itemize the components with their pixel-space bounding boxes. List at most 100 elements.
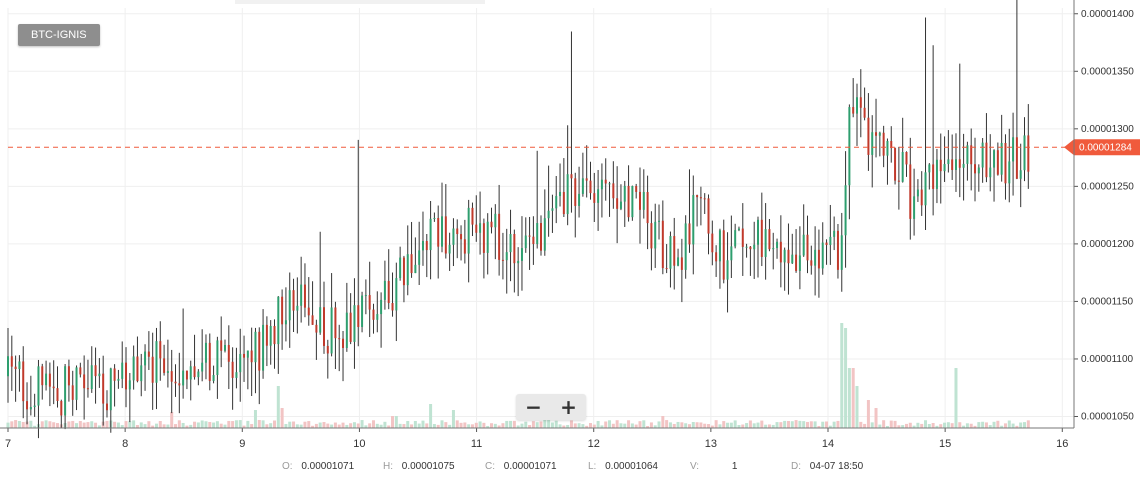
candle-body <box>726 260 729 280</box>
candle-body <box>433 218 436 220</box>
candle-body <box>875 132 878 136</box>
volume-bar <box>322 422 326 428</box>
candle-body <box>349 312 352 342</box>
volume-bar <box>284 424 288 428</box>
candle-body <box>547 210 550 219</box>
volume-bar <box>478 421 482 428</box>
time-tick-label: 8 <box>122 438 128 450</box>
candle-body <box>406 254 409 286</box>
candle-body <box>117 378 120 381</box>
candle-body <box>109 368 112 411</box>
volume-bar <box>238 420 242 428</box>
candle-body <box>319 307 322 333</box>
zoom-in-button[interactable]: + <box>555 395 583 419</box>
price-tick-label: 0.00001200 <box>1081 239 1134 250</box>
volume-bar <box>924 420 928 428</box>
volume-bar <box>349 423 353 428</box>
candle-body <box>284 320 287 325</box>
candle-body <box>783 249 786 263</box>
candle-body <box>680 257 683 270</box>
candle-body <box>189 366 192 380</box>
volume-bar <box>794 420 798 428</box>
candle-body <box>524 235 527 249</box>
volume-bar <box>684 423 688 428</box>
candle-body <box>418 250 421 265</box>
volume-bar <box>371 420 375 428</box>
candle-body <box>132 356 135 381</box>
time-tick-label: 12 <box>588 438 600 450</box>
candle-body <box>330 307 333 354</box>
volume-bar <box>493 423 497 428</box>
candle-body <box>757 219 760 245</box>
volume-bar <box>558 424 562 428</box>
candle-body <box>201 362 204 372</box>
volume-bar <box>958 422 962 428</box>
volume-bar <box>790 421 794 428</box>
volume-bar <box>105 420 109 428</box>
volume-bar <box>1026 420 1030 428</box>
candle-body <box>479 223 482 233</box>
candle-body <box>463 239 466 254</box>
candle-body <box>246 350 249 358</box>
candle-body <box>916 189 919 197</box>
volume-bar <box>668 422 672 428</box>
candle-body <box>1019 170 1022 179</box>
volume-bar <box>634 424 638 428</box>
candle-body <box>597 189 600 203</box>
candle-body <box>425 241 428 251</box>
volume-bar <box>630 423 634 428</box>
volume-bar <box>710 425 714 428</box>
candle-body <box>977 167 980 174</box>
candle-body <box>513 234 516 264</box>
time-tick-label: 14 <box>822 438 834 450</box>
candle-body <box>262 324 265 371</box>
volume-bar <box>1019 422 1023 428</box>
volume-bar <box>360 420 364 428</box>
candle-body <box>798 255 801 271</box>
candle-body <box>163 358 166 373</box>
volume-bar <box>695 422 699 428</box>
candle-body <box>33 405 36 408</box>
candle-body <box>441 216 444 247</box>
candle-body <box>795 254 798 271</box>
candle-body <box>806 234 809 261</box>
volume-bar <box>170 412 174 428</box>
candle-body <box>448 244 451 254</box>
candle-body <box>627 185 630 218</box>
candle-body <box>113 368 116 381</box>
volume-bar <box>273 420 276 428</box>
candle-body <box>585 178 588 181</box>
volume-bar <box>707 424 711 428</box>
candle-body <box>703 198 706 200</box>
volume-bar <box>516 425 520 428</box>
candle-body <box>673 236 676 266</box>
volume-bar <box>984 422 988 428</box>
volume-bar <box>501 423 505 428</box>
volume-bar <box>562 425 566 428</box>
zoom-out-button[interactable]: − <box>520 395 548 419</box>
candle-body <box>71 385 74 400</box>
candle-body <box>383 280 386 300</box>
volume-label: V: <box>690 461 700 472</box>
volume-bar <box>946 422 950 428</box>
volume-bar <box>337 424 341 428</box>
candle-body <box>98 373 101 377</box>
volume-bar <box>767 424 771 428</box>
volume-bar <box>154 423 158 428</box>
volume-bar <box>181 422 185 428</box>
volume-bar <box>611 423 615 428</box>
candle-body <box>444 216 447 254</box>
candle-body <box>753 244 756 250</box>
volume-bar <box>295 424 299 428</box>
symbol-badge[interactable]: BTC-IGNIS <box>18 24 100 46</box>
candle-body <box>852 107 855 114</box>
candle-body <box>802 234 805 256</box>
candle-body <box>528 235 531 237</box>
candle-body <box>60 401 63 416</box>
volume-bar <box>44 420 48 428</box>
volume-bar <box>996 420 1000 428</box>
candle-body <box>821 242 824 269</box>
volume-bar <box>573 423 577 428</box>
